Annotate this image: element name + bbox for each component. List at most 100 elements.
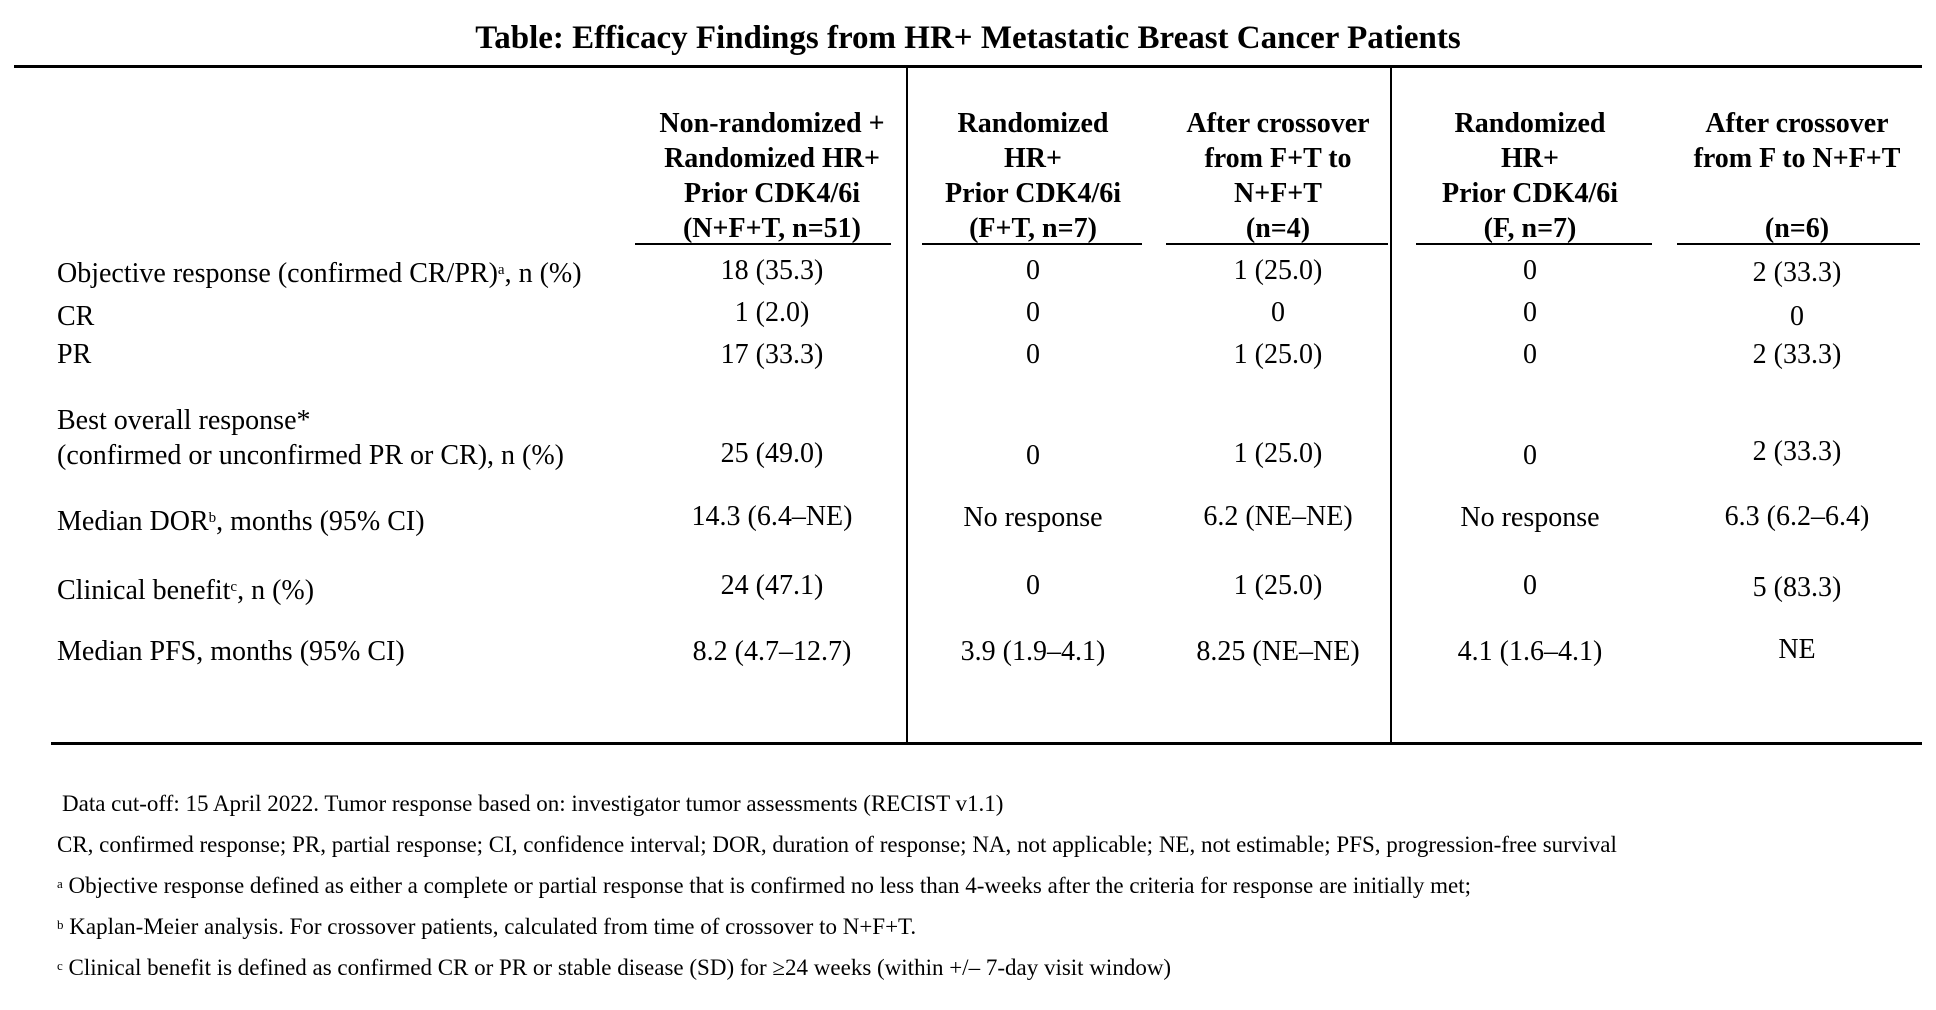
header-line: After crossover — [1186, 108, 1370, 139]
table-cell: 0 — [1026, 297, 1040, 328]
row-label-median-dor: Median DORb, months (95% CI) — [57, 504, 425, 539]
table-cell: 0 — [1026, 440, 1040, 471]
table-cell: 8.25 (NE–NE) — [1196, 636, 1360, 667]
table-cell: 3.9 (1.9–4.1) — [960, 636, 1106, 667]
footnote-marker: b — [57, 917, 64, 932]
header-line: HR+ — [1004, 143, 1062, 174]
header-line: (n=6) — [1764, 213, 1830, 244]
footnote-data-cutoff: Data cut-off: 15 April 2022. Tumor respo… — [62, 789, 1003, 819]
header-line: (F, n=7) — [1483, 213, 1577, 244]
table-cell: 0 — [1523, 440, 1537, 471]
footnote-a: a Objective response defined as either a… — [57, 871, 1471, 901]
footnote-abbreviations: CR, confirmed response; PR, partial resp… — [57, 830, 1617, 860]
header-line: (F+T, n=7) — [969, 213, 1097, 244]
row-label-median-pfs: Median PFS, months (95% CI) — [57, 636, 405, 667]
footnote-text: Data cut-off: 15 April 2022. Tumor respo… — [62, 791, 1004, 816]
header-line: from F to N+F+T — [1693, 143, 1901, 174]
column-3-underline — [1166, 243, 1388, 245]
row-label-text: Clinical benefit — [57, 575, 231, 606]
table-cell: 2 (33.3) — [1752, 436, 1842, 467]
table-cell: 4.1 (1.6–4.1) — [1457, 636, 1603, 667]
header-line: Randomized HR+ — [664, 143, 880, 174]
table-cell: 25 (49.0) — [720, 438, 824, 469]
table-cell: 0 — [1523, 297, 1537, 328]
column-2-underline — [922, 243, 1142, 245]
column-header-3: After crossover from F+T to N+F+T (n=4) — [1163, 106, 1393, 246]
column-header-1: Non-randomized + Randomized HR+ Prior CD… — [632, 106, 912, 246]
table-cell: 6.2 (NE–NE) — [1203, 501, 1353, 532]
table-cell: No response — [1460, 502, 1600, 533]
header-line: HR+ — [1501, 143, 1559, 174]
row-label-suffix: , n (%) — [237, 575, 315, 606]
header-line: (n=4) — [1245, 213, 1311, 244]
header-line: Prior CDK4/6i — [1441, 178, 1618, 209]
column-5-underline — [1677, 243, 1920, 245]
table-cell: 8.2 (4.7–12.7) — [692, 636, 852, 667]
header-line: N+F+T — [1234, 178, 1322, 209]
row-label-best-overall-response: Best overall response* (confirmed or unc… — [57, 403, 564, 473]
footnote-c: c Clinical benefit is defined as confirm… — [57, 953, 1171, 983]
header-line: Randomized — [1454, 108, 1606, 139]
row-label-cr: CR — [57, 301, 95, 332]
column-header-4: Randomized HR+ Prior CDK4/6i (F, n=7) — [1415, 106, 1645, 246]
footnote-b: b Kaplan-Meier analysis. For crossover p… — [57, 912, 916, 942]
footnote-text: Clinical benefit is defined as confirmed… — [62, 955, 1172, 980]
table-cell: 0 — [1523, 339, 1537, 370]
column-header-2: Randomized HR+ Prior CDK4/6i (F+T, n=7) — [918, 106, 1148, 246]
table-cell: 17 (33.3) — [720, 339, 824, 370]
column-1-underline — [635, 243, 891, 245]
column-4-underline — [1416, 243, 1652, 245]
row-label-objective-response: Objective response (confirmed CR/PR)a, n… — [57, 256, 582, 291]
table-cell: 18 (35.3) — [720, 255, 824, 286]
table-cell: 0 — [1026, 570, 1040, 601]
top-rule — [14, 65, 1922, 68]
table-cell: 0 — [1026, 339, 1040, 370]
footnote-marker: a — [497, 262, 505, 278]
table-cell: 24 (47.1) — [720, 570, 824, 601]
table-cell: 1 (25.0) — [1233, 255, 1323, 286]
row-label-suffix: , months (95% CI) — [216, 506, 425, 537]
table-cell: 0 — [1523, 570, 1537, 601]
footnote-marker: b — [208, 510, 217, 526]
header-line: Prior CDK4/6i — [683, 178, 860, 209]
bottom-rule — [51, 742, 1922, 745]
header-line: (N+F+T, n=51) — [682, 213, 861, 244]
footnote-text: Kaplan-Meier analysis. For crossover pat… — [63, 914, 917, 939]
footnote-marker: c — [57, 958, 63, 973]
table-cell: 1 (25.0) — [1233, 339, 1323, 370]
table-cell: 1 (25.0) — [1233, 438, 1323, 469]
footnote-marker: c — [230, 579, 238, 595]
row-label-text: Best overall response* — [57, 405, 311, 436]
row-label-pr: PR — [57, 339, 92, 370]
row-label-text: Median DOR — [57, 506, 209, 537]
table-cell: 1 (2.0) — [734, 297, 810, 328]
header-line: Randomized — [957, 108, 1109, 139]
table-cell: No response — [963, 502, 1103, 533]
column-divider-2 — [1390, 67, 1392, 743]
column-header-5: After crossover from F to N+F+T (n=6) — [1672, 106, 1922, 246]
table-cell: 6.3 (6.2–6.4) — [1724, 501, 1870, 532]
table-cell: 0 — [1523, 255, 1537, 286]
table-cell: 14.3 (6.4–NE) — [691, 501, 853, 532]
header-line — [1672, 176, 1922, 211]
header-line: from F+T to — [1204, 143, 1352, 174]
row-label-text: Objective response (confirmed CR/PR) — [57, 258, 498, 289]
footnote-text: CR, confirmed response; PR, partial resp… — [57, 832, 1617, 857]
table-cell: 2 (33.3) — [1752, 339, 1842, 370]
column-divider-1 — [906, 67, 908, 743]
footnote-marker: a — [57, 876, 63, 891]
header-line: Non-randomized + — [659, 108, 885, 139]
row-label-text-line2: (confirmed or unconfirmed PR or CR), n (… — [57, 440, 564, 471]
header-line: After crossover — [1705, 108, 1889, 139]
row-label-suffix: , n (%) — [504, 258, 582, 289]
footnote-text: Objective response defined as either a c… — [62, 873, 1472, 898]
header-line: Prior CDK4/6i — [944, 178, 1121, 209]
table-cell: 0 — [1271, 297, 1285, 328]
table-title: Table: Efficacy Findings from HR+ Metast… — [475, 20, 1461, 56]
table-cell: 2 (33.3) — [1752, 257, 1842, 288]
row-label-clinical-benefit: Clinical benefitc, n (%) — [57, 573, 314, 608]
table-cell: NE — [1778, 634, 1816, 665]
table-cell: 0 — [1790, 301, 1804, 332]
table-cell: 1 (25.0) — [1233, 570, 1323, 601]
table-cell: 5 (83.3) — [1752, 572, 1842, 603]
